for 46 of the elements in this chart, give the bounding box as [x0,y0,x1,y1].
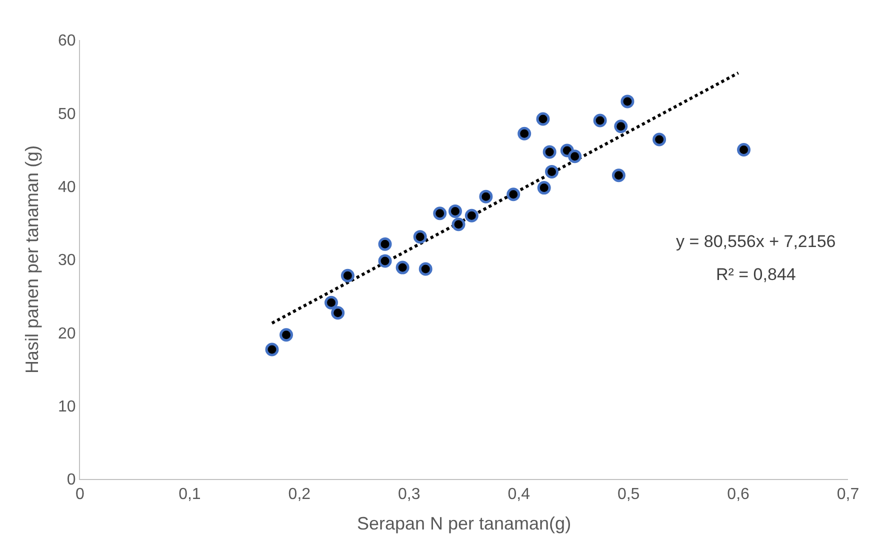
point [413,230,427,244]
point [652,132,666,146]
x-tick-label: 0,6 [727,486,750,504]
point [536,112,550,126]
point [396,260,410,274]
point [593,114,607,128]
point [340,268,354,282]
y-axis-title: Hasil panen per tanaman (g) [22,145,42,374]
point [378,237,392,251]
point [479,190,493,204]
annotation: R² = 0,844 [716,265,796,284]
x-axis-title: Serapan N per tanaman(g) [356,513,572,534]
annotation: y = 80,556x + 7,2156 [676,232,836,251]
y-tick-label: 30 [58,252,76,270]
point [518,126,532,140]
y-tick-label: 50 [58,106,76,123]
point [418,262,432,276]
point [378,254,392,268]
point [545,164,559,178]
y-tick-label: 60 [58,32,76,50]
point [433,206,447,220]
point [737,143,751,156]
point [280,328,294,342]
x-tick-label: 0,4 [508,486,530,504]
point [464,208,478,222]
point [620,94,634,108]
point [612,168,626,182]
x-tick-label: 0,5 [617,486,640,504]
point [614,120,628,134]
x-tick-label: 0,3 [398,486,420,504]
point [542,145,556,159]
x-tick-label: 0,2 [288,486,311,504]
point [448,204,462,218]
y-tick-label: 10 [58,398,76,416]
y-tick-label: 0 [66,472,76,489]
point [324,296,338,310]
point [452,218,466,232]
point [331,306,345,320]
x-tick-label: 0,1 [178,486,201,504]
y-tick-label: 40 [58,178,76,196]
point [568,150,582,164]
point [537,181,551,195]
point [265,342,279,356]
point [506,188,520,202]
x-tick-label: 0,7 [836,486,860,504]
y-tick-label: 20 [58,325,76,342]
